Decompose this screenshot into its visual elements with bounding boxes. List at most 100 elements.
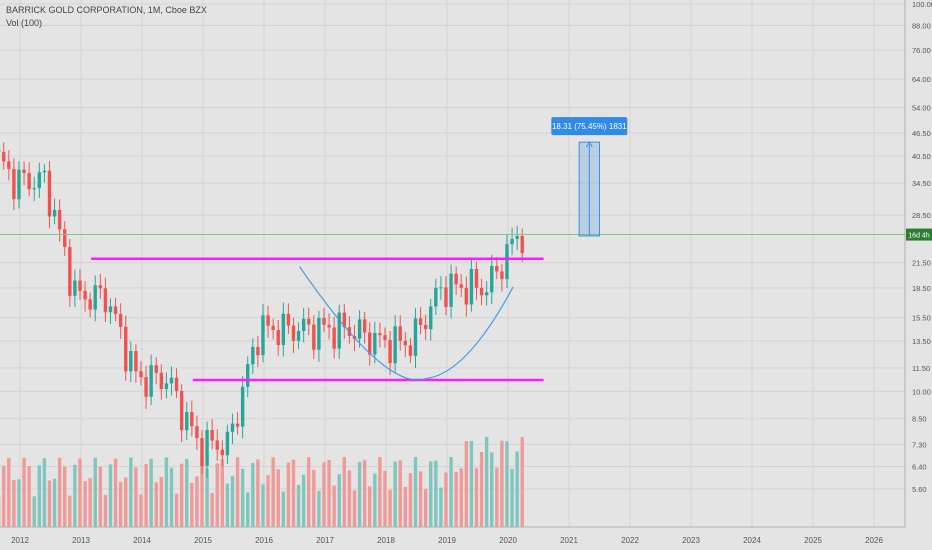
candle-body — [169, 377, 174, 384]
volume-label: Vol (100) — [6, 18, 43, 28]
candle-body — [312, 324, 316, 350]
volume-bar — [479, 451, 484, 527]
volume-bar — [454, 471, 458, 527]
candle-body — [271, 325, 275, 331]
candle-body — [495, 265, 499, 272]
volume-bar — [484, 437, 489, 527]
x-tick-label: 2015 — [194, 536, 212, 545]
candle-body — [129, 351, 133, 372]
candle-body — [520, 235, 524, 254]
candle-body — [510, 238, 514, 245]
volume-bar — [27, 466, 31, 527]
volume-bar — [439, 487, 443, 527]
candle-body — [37, 172, 42, 189]
candle-body — [205, 430, 209, 466]
volume-bar — [63, 466, 67, 527]
candle-body — [322, 318, 326, 325]
candle-body — [113, 306, 118, 315]
volume-bar — [68, 495, 72, 527]
x-tick-label: 2014 — [133, 536, 151, 545]
volume-bar — [495, 467, 499, 527]
volume-bar — [423, 488, 428, 527]
volume-bar — [144, 464, 148, 527]
y-tick-label: 54.00 — [912, 104, 931, 113]
candle-body — [291, 325, 296, 341]
volume-bar — [434, 460, 438, 527]
candle-body — [454, 273, 458, 285]
volume-bar — [312, 469, 316, 527]
volume-bar — [520, 437, 524, 527]
candle-body — [337, 312, 341, 349]
volume-bar — [159, 476, 164, 527]
candle-body — [368, 332, 372, 355]
candle-body — [459, 284, 463, 288]
candle-body — [144, 377, 148, 397]
y-tick-label: 13.50 — [912, 337, 931, 346]
volume-bar — [383, 470, 387, 527]
volume-bar — [398, 460, 402, 527]
candle-body — [88, 299, 92, 310]
candle-body — [434, 287, 438, 307]
volume-bar — [337, 474, 341, 527]
candle-body — [256, 346, 260, 356]
volume-bar — [88, 478, 92, 527]
candle-body — [342, 312, 347, 328]
candle-body — [423, 325, 428, 330]
candle-body — [500, 271, 504, 280]
volume-bar — [393, 461, 397, 527]
candle-body — [63, 229, 67, 248]
candles — [0, 142, 524, 479]
volume-bar — [12, 479, 16, 527]
volume-bar — [388, 489, 392, 527]
volume-bar — [307, 457, 311, 527]
volume-bar — [469, 440, 474, 527]
measure-label-box — [551, 117, 628, 136]
y-tick-label: 18.50 — [912, 284, 931, 293]
candle-body — [164, 383, 169, 390]
volume-bar — [179, 463, 184, 527]
volume-bar — [225, 483, 230, 527]
candle-body — [474, 269, 479, 288]
volume-bar — [118, 481, 123, 527]
x-tick-label: 2016 — [255, 536, 273, 545]
candle-body — [52, 209, 57, 217]
volume-bar — [322, 462, 326, 527]
volume-bar — [286, 462, 291, 527]
volume-bar — [342, 457, 347, 527]
y-tick-label: 40.50 — [912, 152, 931, 161]
volume-bar — [220, 459, 225, 527]
candle-body — [251, 346, 255, 365]
y-tick-label: 100.00 — [912, 0, 932, 9]
grid — [0, 0, 905, 527]
candle-body — [174, 377, 179, 392]
candle-body — [210, 430, 214, 441]
volume-bar — [368, 486, 372, 527]
candle-body — [230, 423, 235, 432]
candle-body — [98, 285, 103, 289]
current-price-tag — [906, 228, 932, 241]
measure-label: 18.31 (75.45%) 1831 — [552, 122, 627, 131]
x-tick-label: 2019 — [438, 536, 456, 545]
volume-bar — [490, 452, 494, 527]
volume-bar — [235, 457, 240, 527]
candle-body — [22, 169, 26, 174]
annotations: 16d 4h 18.31 (75.45%) 1831 — [0, 117, 932, 382]
volume-bar — [276, 469, 280, 527]
candle-body — [383, 335, 387, 340]
x-axis[interactable]: 2012 2013 2014 2015 2016 2017 2018 2019 2020 2021… — [0, 526, 905, 545]
y-axis[interactable]: 100.00 88.00 76.00 64.00 54.00 46.50 40.50 34.5… — [904, 0, 932, 527]
volume-bar — [2, 465, 6, 527]
volume-bar — [327, 459, 331, 527]
volume-bar — [464, 441, 469, 527]
volume-bar — [47, 480, 52, 527]
candle-body — [276, 330, 280, 346]
volume-bar — [347, 470, 352, 527]
volume-bar — [474, 468, 479, 527]
volume-bar — [510, 468, 514, 527]
candle-body — [484, 292, 489, 296]
volume-bar — [32, 496, 36, 527]
volume-bar — [459, 468, 463, 527]
x-tick-label: 2020 — [499, 536, 517, 545]
